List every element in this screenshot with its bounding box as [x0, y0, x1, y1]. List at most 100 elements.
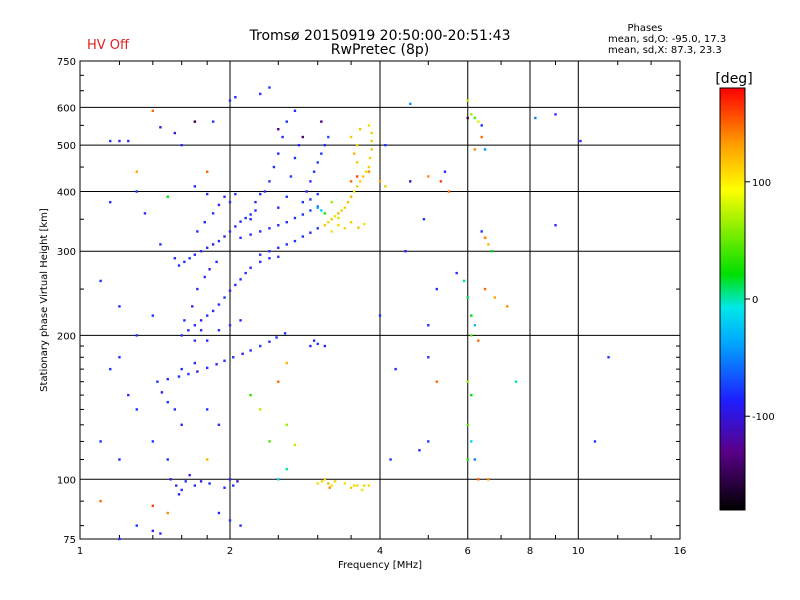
- data-point: [327, 221, 330, 224]
- data-point: [277, 206, 280, 209]
- data-point: [316, 227, 319, 230]
- data-point: [427, 356, 430, 359]
- data-point: [211, 243, 215, 246]
- data-point: [232, 356, 235, 359]
- data-point: [352, 484, 356, 487]
- data-point: [118, 537, 121, 541]
- data-point: [217, 511, 221, 515]
- data-point: [180, 367, 183, 371]
- data-point: [483, 148, 487, 151]
- data-point: [477, 339, 480, 342]
- axis-ticks: [80, 61, 680, 539]
- data-point: [211, 120, 215, 123]
- data-point: [205, 366, 209, 370]
- data-point: [309, 231, 312, 234]
- data-point: [349, 180, 353, 183]
- data-point: [422, 218, 426, 221]
- data-point: [293, 109, 297, 113]
- data-point: [234, 95, 237, 99]
- data-point: [205, 192, 209, 196]
- data-point: [435, 287, 438, 291]
- data-point: [166, 377, 169, 381]
- data-point: [249, 349, 252, 352]
- data-point: [473, 458, 477, 461]
- data-point: [427, 440, 430, 443]
- data-point: [301, 213, 305, 216]
- data-point: [159, 532, 162, 535]
- data-point: [205, 339, 209, 342]
- data-point: [259, 192, 262, 196]
- data-point: [173, 408, 177, 411]
- data-point: [215, 260, 218, 264]
- data-point: [363, 222, 366, 226]
- data-point: [249, 218, 252, 221]
- data-points: [99, 86, 610, 541]
- data-point: [223, 235, 226, 238]
- data-point: [217, 329, 221, 332]
- data-point: [193, 120, 197, 123]
- data-point: [409, 102, 412, 106]
- data-point: [151, 529, 155, 533]
- data-point: [285, 243, 288, 246]
- data-point: [323, 212, 327, 215]
- data-point: [223, 195, 226, 198]
- data-point: [487, 478, 490, 481]
- data-point: [466, 99, 469, 102]
- data-point: [228, 230, 232, 233]
- x-tick-label: 16: [674, 546, 687, 557]
- data-point: [177, 264, 181, 267]
- data-point: [118, 356, 121, 359]
- x-tick-label: 1: [77, 546, 83, 557]
- colorbar: [719, 87, 746, 511]
- data-point: [193, 324, 197, 327]
- data-point: [127, 393, 130, 397]
- data-point: [477, 120, 480, 123]
- data-point: [109, 139, 112, 143]
- data-point: [316, 342, 319, 346]
- data-point: [305, 190, 308, 193]
- data-point: [183, 319, 186, 322]
- data-point: [217, 239, 221, 243]
- data-point: [534, 116, 537, 120]
- data-point: [477, 478, 480, 481]
- data-point: [358, 180, 362, 183]
- data-point: [367, 165, 371, 169]
- data-point: [455, 271, 458, 275]
- data-point: [327, 482, 330, 485]
- data-point: [188, 473, 191, 477]
- data-point: [249, 213, 252, 216]
- data-point: [217, 423, 221, 427]
- data-point: [180, 423, 183, 427]
- data-point: [607, 356, 610, 359]
- data-point: [254, 209, 257, 212]
- data-point: [268, 180, 271, 183]
- data-point: [355, 484, 359, 487]
- data-point: [443, 170, 447, 173]
- data-point: [228, 200, 232, 204]
- data-point: [346, 200, 350, 204]
- data-point: [337, 212, 340, 215]
- y-tick-label: 100: [57, 475, 76, 486]
- data-point: [320, 209, 323, 212]
- data-point: [355, 185, 359, 188]
- chart-subtitle: RwPretec (8p): [331, 42, 429, 58]
- data-point: [135, 408, 138, 411]
- data-point: [135, 524, 138, 527]
- data-point: [316, 161, 319, 164]
- data-point: [301, 200, 305, 204]
- data-point: [99, 499, 102, 503]
- x-tick-label: 8: [527, 546, 533, 557]
- x-tick-label: 4: [377, 546, 383, 557]
- data-point: [166, 458, 169, 461]
- x-tick-label: 6: [465, 546, 471, 557]
- data-point: [277, 127, 280, 131]
- data-point: [259, 344, 262, 348]
- data-point: [343, 482, 347, 485]
- data-point: [364, 170, 368, 173]
- data-point: [205, 246, 209, 249]
- data-point: [323, 344, 327, 348]
- data-point: [312, 339, 316, 342]
- data-point: [244, 271, 247, 275]
- data-point: [309, 209, 312, 212]
- data-point: [352, 190, 356, 193]
